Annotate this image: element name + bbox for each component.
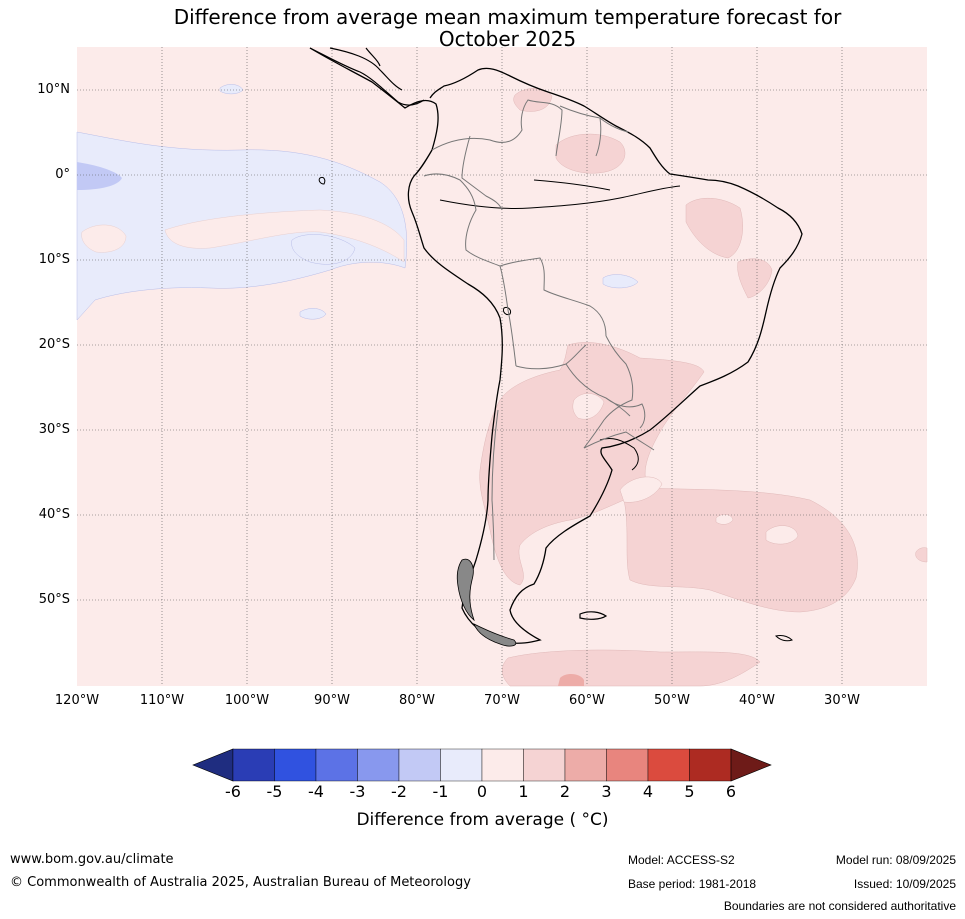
warm-hole-parana xyxy=(572,393,605,420)
footer-disclaimer: Boundaries are not considered authoritat… xyxy=(723,899,956,913)
chile-archipelago xyxy=(456,558,517,647)
colorbar-swatch xyxy=(564,748,607,782)
cool-pocket-pacific xyxy=(291,234,356,265)
lat-label-0: 0° xyxy=(55,167,70,182)
galapagos-islands xyxy=(318,177,326,185)
warm-anomaly-guiana xyxy=(555,133,626,174)
colorbar-tick-label: 0 xyxy=(476,782,488,801)
lon-label-110w: 110°W xyxy=(139,693,185,708)
colorbar-tick-label: -4 xyxy=(308,782,324,801)
lon-label-40w: 40°W xyxy=(739,693,775,708)
colorbar-arrow-high xyxy=(730,748,772,782)
warm-pocket-pacific-2 xyxy=(164,209,405,263)
warm-hole-atlantic xyxy=(619,476,663,503)
lat-label-20s: 20°S xyxy=(38,337,70,352)
colorbar-tick-label: -3 xyxy=(349,782,366,801)
colorbar-swatch xyxy=(440,748,483,782)
lat-label-10n: 10°N xyxy=(37,82,70,97)
lon-label-60w: 60°W xyxy=(569,693,605,708)
warm-anomaly-brazil-east-2 xyxy=(737,258,773,299)
colorbar-tick-label: -6 xyxy=(225,782,241,801)
cool-pocket-small xyxy=(299,308,327,320)
warm-anomaly-brazil-east xyxy=(685,198,743,259)
lon-label-100w: 100°W xyxy=(224,693,270,708)
colorbar-swatch xyxy=(481,748,524,782)
colorbar-swatch xyxy=(523,748,566,782)
warm-hole-atlantic-2 xyxy=(765,525,799,545)
colorbar-swatch xyxy=(274,748,317,782)
colorbar-tick-label: 1 xyxy=(518,782,529,801)
colorbar-swatch xyxy=(689,748,732,782)
lon-label-70w: 70°W xyxy=(484,693,520,708)
colorbar-tick-label: 4 xyxy=(642,782,654,801)
colorbar-tick-label: 2 xyxy=(559,782,571,801)
warm-anomaly-south xyxy=(502,649,761,687)
cool-pocket-brazil xyxy=(602,274,639,289)
lon-label-120w: 120°W xyxy=(54,693,100,708)
colorbar-tick-label: 5 xyxy=(684,782,695,801)
map-title-line-2: October 2025 xyxy=(438,27,577,51)
lat-label-50s: 50°S xyxy=(38,592,70,607)
footer-copyright: © Commonwealth of Australia 2025, Austra… xyxy=(10,875,471,890)
colorbar-swatch xyxy=(398,748,441,782)
colorbar-swatch xyxy=(606,748,649,782)
plata-river xyxy=(599,437,639,471)
central-america-coastline xyxy=(309,47,425,106)
footer-base-period: Base period: 1981-2018 xyxy=(628,877,757,891)
forecast-map xyxy=(76,47,928,687)
colorbar-swatch xyxy=(315,748,358,782)
footer-model: Model: ACCESS-S2 xyxy=(628,853,735,867)
graticule xyxy=(77,47,927,686)
warm-pocket-pacific xyxy=(81,224,127,253)
lat-label-10s: 10°S xyxy=(38,252,70,267)
lon-label-50w: 50°W xyxy=(654,693,690,708)
warm-anomaly-north xyxy=(513,88,553,112)
lon-label-80w: 80°W xyxy=(399,693,435,708)
south-america-coastline xyxy=(309,47,803,644)
amazon-river xyxy=(439,179,681,210)
lat-label-30s: 30°S xyxy=(38,422,70,437)
colorbar-swatch xyxy=(357,748,400,782)
colorbar-tick-label: -5 xyxy=(266,782,283,801)
colorbar-legend xyxy=(192,748,772,782)
colorbar-arrow-low xyxy=(192,748,234,782)
lon-label-90w: 90°W xyxy=(314,693,350,708)
south-georgia xyxy=(775,635,793,642)
colorbar-tick-label: -1 xyxy=(432,782,449,801)
colorbar-label: Difference from average ( °C) xyxy=(356,810,609,830)
lat-label-40s: 40°S xyxy=(38,507,70,522)
colorbar-tick-label: 3 xyxy=(601,782,612,801)
map-title-line-1: Difference from average mean maximum tem… xyxy=(173,5,842,29)
warm-anomaly-south-core xyxy=(558,674,584,686)
colorbar-tick-label: -2 xyxy=(391,782,407,801)
country-borders xyxy=(423,99,655,561)
footer-model-run: Model run: 08/09/2025 xyxy=(835,853,956,867)
colorbar-swatch xyxy=(647,748,690,782)
falkland-islands xyxy=(579,611,608,620)
colorbar-tick-label: 6 xyxy=(725,782,737,801)
footer-issued: Issued: 10/09/2025 xyxy=(853,877,956,891)
warm-hole-atlantic-3 xyxy=(715,514,734,525)
cool-anomaly-core xyxy=(77,162,122,190)
lon-label-30w: 30°W xyxy=(824,693,860,708)
footer-website: www.bom.gov.au/climate xyxy=(10,852,174,867)
warm-anomaly-east-edge xyxy=(915,547,928,563)
colorbar-swatch xyxy=(232,748,275,782)
